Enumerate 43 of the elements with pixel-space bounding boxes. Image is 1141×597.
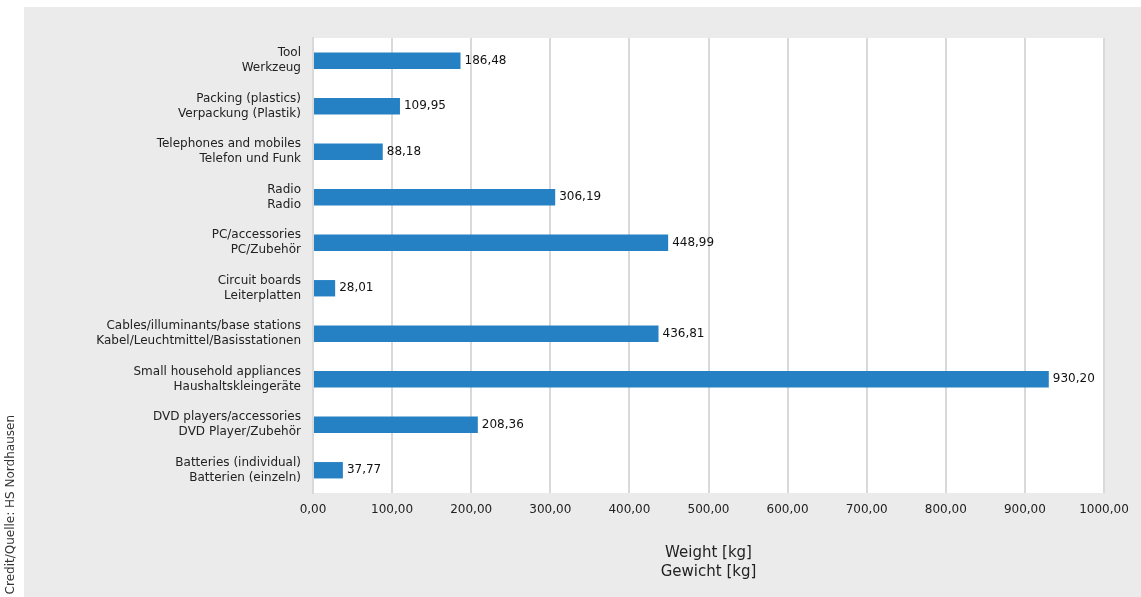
y-tick-label: Small household appliances Haushaltskleingeräte bbox=[133, 363, 301, 393]
x-tick-label: 1000,00 bbox=[1079, 502, 1129, 517]
bar bbox=[314, 52, 461, 69]
data-label: 109,95 bbox=[403, 98, 446, 113]
data-label: 208,36 bbox=[481, 416, 524, 431]
text: Credit/Quelle: HS Nordhausen bbox=[3, 414, 17, 594]
y-tick-label: Cables/illuminants/base stations Kabel/Leuchtmittel/Basisstationen bbox=[96, 318, 301, 348]
y-tick-label: Packing (plastics) Verpackung (Plastik) bbox=[178, 90, 301, 120]
x-tick-label: 800,00 bbox=[924, 502, 967, 517]
bar bbox=[314, 143, 383, 160]
bar bbox=[314, 234, 669, 251]
data-label: 88,18 bbox=[386, 143, 422, 158]
y-tick-label: DVD players/accessories DVD Player/Zubehör bbox=[153, 409, 302, 439]
x-tick-label: 0,00 bbox=[299, 502, 327, 517]
x-tick-label: 700,00 bbox=[845, 502, 888, 517]
bar bbox=[314, 189, 556, 206]
x-tick-label: 600,00 bbox=[766, 502, 809, 517]
y-tick-label: Tool Werkzeug bbox=[241, 45, 301, 75]
data-label: 930,20 bbox=[1052, 371, 1095, 386]
x-tick-label: 100,00 bbox=[371, 502, 414, 517]
data-label: 28,01 bbox=[339, 280, 374, 295]
bar bbox=[314, 98, 400, 115]
data-label: 306,19 bbox=[559, 189, 602, 204]
y-tick-label: Batteries (individual) Batterien (einzeln) bbox=[175, 454, 301, 484]
x-tick-label: 500,00 bbox=[687, 502, 730, 517]
bar bbox=[314, 371, 1049, 388]
x-tick-label: 300,00 bbox=[529, 502, 572, 517]
x-tick-label: 200,00 bbox=[450, 502, 493, 517]
bar bbox=[314, 462, 343, 479]
bar bbox=[314, 280, 336, 297]
x-axis-title: Weight [kg] Gewicht [kg] bbox=[660, 542, 757, 581]
bar bbox=[314, 416, 478, 433]
y-tick-label: Radio Radio bbox=[267, 181, 301, 211]
y-tick-label: Circuit boards Leiterplatten bbox=[217, 272, 301, 302]
x-tick-label: 900,00 bbox=[1003, 502, 1046, 517]
y-tick-label: Telephones and mobiles Telefon und Funk bbox=[155, 136, 302, 166]
data-label: 448,99 bbox=[672, 234, 715, 249]
data-label: 436,81 bbox=[662, 325, 705, 340]
data-label: 186,48 bbox=[464, 52, 507, 67]
y-tick-label: PC/accessories PC/Zubehör bbox=[211, 227, 302, 257]
bar bbox=[314, 325, 659, 342]
x-tick-label: 400,00 bbox=[608, 502, 651, 517]
data-label: 37,77 bbox=[346, 462, 382, 477]
